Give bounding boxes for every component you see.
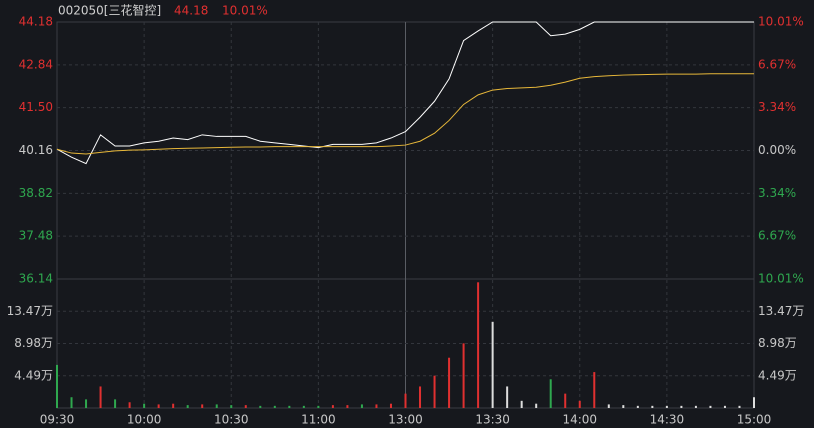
x-tick-label: 13:30 [475, 413, 510, 427]
y2-tick-label: 3.34% [758, 186, 796, 200]
x-tick-label: 11:00 [301, 413, 336, 427]
volume-bar [346, 405, 349, 408]
volume-bar [201, 404, 204, 408]
x-tick-label: 13:00 [388, 413, 423, 427]
volume-bar [665, 405, 668, 408]
volume-bar [709, 405, 712, 408]
volume-bar [578, 400, 581, 408]
y2-tick-label: 10.01% [758, 272, 804, 286]
x-tick-label: 14:30 [650, 413, 685, 427]
volume-bar [114, 399, 117, 408]
volume-bar [491, 321, 494, 408]
volume-bar [607, 404, 610, 408]
y-tick-label: 37.48 [19, 229, 53, 243]
volume-bar [753, 397, 755, 408]
volume-bar [273, 405, 276, 408]
volume-bar [622, 405, 625, 408]
price-line [56, 73, 754, 155]
volume-bar [244, 405, 247, 408]
y2-tick-label: 10.01% [758, 15, 804, 29]
stock-title: 002050[三花智控] [58, 3, 161, 18]
volume-bar [99, 386, 102, 408]
volume-bar [317, 405, 320, 408]
y-tick-label: 38.82 [19, 186, 53, 200]
volume-bar [302, 405, 305, 408]
x-tick-label: 10:00 [127, 413, 162, 427]
y-tick-label: 44.18 [19, 15, 53, 29]
volume-tick-label: 8.98万 [14, 336, 53, 350]
volume-bar [419, 386, 422, 408]
y2-tick-label: 6.67% [758, 229, 796, 243]
volume-bar [651, 405, 654, 408]
x-tick-label: 14:00 [562, 413, 597, 427]
volume-bar [259, 405, 262, 408]
volume-bar [506, 386, 509, 408]
volume-tick-label: 13.47万 [7, 304, 53, 318]
y-tick-label: 41.50 [19, 100, 53, 114]
volume-bar [636, 405, 639, 408]
volume-bar [70, 397, 73, 408]
volume-bar [128, 402, 131, 408]
volume-bar [433, 375, 436, 408]
volume-bar [738, 405, 741, 408]
volume-bar [549, 379, 552, 408]
volume-bar [564, 393, 567, 408]
volume-bar [360, 404, 363, 408]
volume-bar [694, 405, 697, 408]
volume-bar [593, 372, 596, 408]
y-tick-label: 36.14 [19, 272, 53, 286]
volume-bar [56, 364, 58, 408]
volume-bar [288, 405, 291, 408]
volume-bar [157, 404, 160, 408]
y-tick-label: 40.16 [19, 143, 53, 157]
volume-bar [215, 404, 218, 408]
volume-tick-label: 4.49万 [758, 368, 797, 382]
volume-bar [448, 357, 451, 408]
volume-bar [375, 404, 378, 408]
x-tick-label: 10:30 [214, 413, 249, 427]
x-tick-label: 15:00 [737, 413, 772, 427]
y2-tick-label: 6.67% [758, 57, 796, 71]
volume-bar [230, 405, 233, 408]
x-tick-label: 09:30 [40, 413, 75, 427]
volume-bar [85, 399, 88, 408]
volume-bar [186, 405, 189, 408]
volume-tick-label: 13.47万 [758, 304, 804, 318]
volume-bar [723, 405, 726, 408]
volume-bar [389, 403, 392, 408]
price-line [56, 21, 754, 165]
volume-bar [143, 403, 146, 408]
volume-bar [404, 393, 407, 408]
volume-tick-label: 8.98万 [758, 336, 797, 350]
volume-bar [477, 282, 480, 408]
volume-bar [535, 403, 538, 408]
volume-bar [520, 400, 523, 408]
change-percent: 10.01% [222, 4, 268, 18]
volume-tick-label: 4.49万 [14, 368, 53, 382]
y2-tick-label: 3.34% [758, 100, 796, 114]
y2-tick-label: 0.00% [758, 143, 796, 157]
volume-bar [172, 403, 175, 408]
y-tick-label: 42.84 [19, 57, 53, 71]
volume-bar [331, 405, 334, 408]
volume-bar [462, 343, 465, 408]
volume-bar [680, 405, 683, 408]
last-price: 44.18 [174, 4, 208, 18]
